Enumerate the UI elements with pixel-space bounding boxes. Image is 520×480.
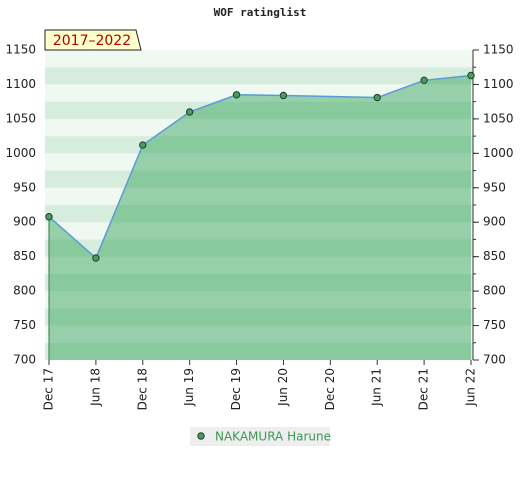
area — [49, 75, 471, 360]
y-tick-label-right: 1100 — [483, 77, 514, 91]
y-tick-label: 1150 — [5, 43, 36, 57]
x-tick-label: Dec 18 — [135, 368, 149, 410]
y-tick-label: 1100 — [5, 77, 36, 91]
x-tick-label: Dec 17 — [42, 368, 56, 410]
point — [139, 141, 147, 149]
x-tick-label: Dec 19 — [229, 368, 243, 410]
y-tick-label-right: 950 — [483, 180, 506, 194]
x-tick-label: Jun 20 — [276, 368, 290, 407]
y-tick-label-right: 850 — [483, 249, 506, 263]
y-tick-label: 750 — [13, 318, 36, 332]
y-tick-label: 1000 — [5, 146, 36, 160]
stripe — [45, 50, 473, 68]
y-tick-label: 700 — [13, 353, 36, 367]
x-tick-label: Jun 22 — [464, 368, 478, 407]
y-tick-label-right: 900 — [483, 215, 506, 229]
x-tick-label: Jun 18 — [88, 368, 102, 407]
period-label: 2017–2022 — [53, 33, 131, 49]
y-tick-label: 850 — [13, 249, 36, 263]
point — [185, 108, 194, 116]
x-tick-label: Dec 21 — [417, 368, 431, 410]
legend — [190, 427, 330, 446]
y-tick-label-right: 1050 — [483, 111, 514, 125]
y-tick-label-right: 1150 — [483, 43, 514, 57]
y-tick-label-right: 750 — [483, 318, 506, 332]
y-tick-label: 900 — [13, 215, 36, 229]
stripe — [45, 67, 473, 85]
point — [279, 91, 288, 100]
y-tick-label: 950 — [13, 180, 36, 194]
y-tick-label-right: 700 — [483, 353, 506, 367]
x-tick-label: Jun 19 — [182, 368, 196, 407]
y-tick-label-right: 1000 — [483, 146, 514, 160]
point — [92, 254, 100, 262]
x-tick-label: Jun 21 — [370, 368, 384, 407]
period-badge — [44, 29, 142, 51]
y-tick-label-right: 800 — [483, 284, 506, 298]
point — [45, 213, 53, 221]
legend-label: NAKAMURA Harune — [215, 430, 331, 444]
point — [467, 71, 475, 80]
y-tick-label: 1050 — [5, 111, 36, 125]
point — [373, 93, 381, 102]
x-tick-label: Dec 20 — [323, 368, 337, 410]
point — [232, 91, 241, 99]
legend-marker — [197, 432, 205, 440]
y-tick-label: 800 — [13, 284, 36, 298]
chart-title: WOF ratinglist — [214, 6, 307, 19]
point — [420, 76, 428, 85]
